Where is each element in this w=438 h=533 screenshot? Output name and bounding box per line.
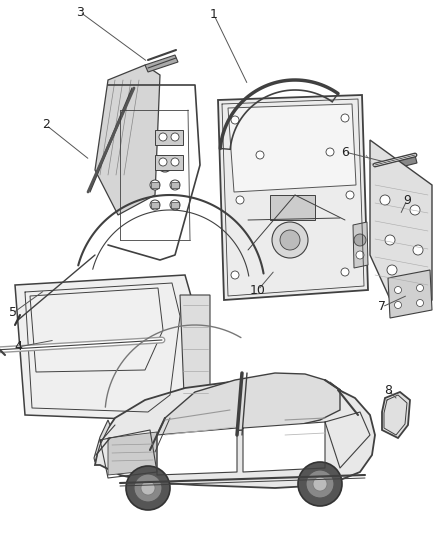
Polygon shape: [145, 55, 178, 72]
Circle shape: [150, 200, 160, 210]
Text: 3: 3: [76, 5, 84, 19]
Circle shape: [134, 474, 162, 502]
Text: 2: 2: [42, 118, 50, 132]
Circle shape: [306, 470, 334, 498]
Text: 8: 8: [384, 384, 392, 397]
Polygon shape: [15, 275, 195, 420]
Circle shape: [413, 245, 423, 255]
Circle shape: [236, 196, 244, 204]
Text: 4: 4: [14, 341, 22, 353]
Circle shape: [341, 268, 349, 276]
Polygon shape: [353, 222, 368, 268]
Circle shape: [354, 234, 366, 246]
Text: 9: 9: [403, 193, 411, 206]
Circle shape: [150, 180, 160, 190]
Text: 1: 1: [210, 9, 218, 21]
Circle shape: [280, 230, 300, 250]
Polygon shape: [375, 155, 417, 173]
Text: 5: 5: [9, 306, 17, 319]
Circle shape: [313, 477, 327, 491]
Circle shape: [159, 133, 167, 141]
Polygon shape: [150, 373, 340, 450]
Polygon shape: [388, 270, 432, 318]
Circle shape: [410, 205, 420, 215]
Circle shape: [385, 235, 395, 245]
Bar: [171, 182, 179, 188]
Circle shape: [346, 191, 354, 199]
Polygon shape: [157, 428, 237, 475]
Polygon shape: [370, 140, 432, 310]
Circle shape: [417, 285, 424, 292]
Bar: [155, 155, 183, 170]
Bar: [171, 202, 179, 208]
Circle shape: [326, 148, 334, 156]
Bar: [151, 182, 159, 188]
Circle shape: [170, 180, 180, 190]
Circle shape: [272, 222, 308, 258]
Polygon shape: [30, 288, 163, 372]
Circle shape: [126, 466, 170, 510]
Circle shape: [395, 302, 402, 309]
Circle shape: [395, 287, 402, 294]
Circle shape: [356, 251, 364, 259]
Circle shape: [158, 158, 172, 172]
Polygon shape: [95, 380, 375, 488]
Circle shape: [298, 462, 342, 506]
Polygon shape: [382, 392, 410, 438]
Circle shape: [256, 151, 264, 159]
Circle shape: [161, 161, 169, 169]
Bar: [155, 130, 183, 145]
Circle shape: [341, 114, 349, 122]
Text: 10: 10: [250, 284, 266, 296]
Polygon shape: [228, 104, 356, 192]
Bar: [151, 202, 159, 208]
Circle shape: [171, 133, 179, 141]
Text: 7: 7: [378, 301, 386, 313]
Circle shape: [231, 116, 239, 124]
Circle shape: [380, 195, 390, 205]
Circle shape: [387, 265, 397, 275]
Polygon shape: [108, 432, 157, 475]
Circle shape: [231, 271, 239, 279]
Polygon shape: [94, 420, 110, 462]
Circle shape: [159, 158, 167, 166]
Text: 6: 6: [341, 146, 349, 158]
Circle shape: [171, 158, 179, 166]
Circle shape: [141, 481, 155, 495]
Circle shape: [417, 300, 424, 306]
Polygon shape: [243, 422, 325, 472]
Circle shape: [170, 200, 180, 210]
Polygon shape: [95, 65, 160, 215]
Bar: [270, 195, 315, 220]
Polygon shape: [218, 95, 368, 300]
Polygon shape: [180, 295, 210, 420]
